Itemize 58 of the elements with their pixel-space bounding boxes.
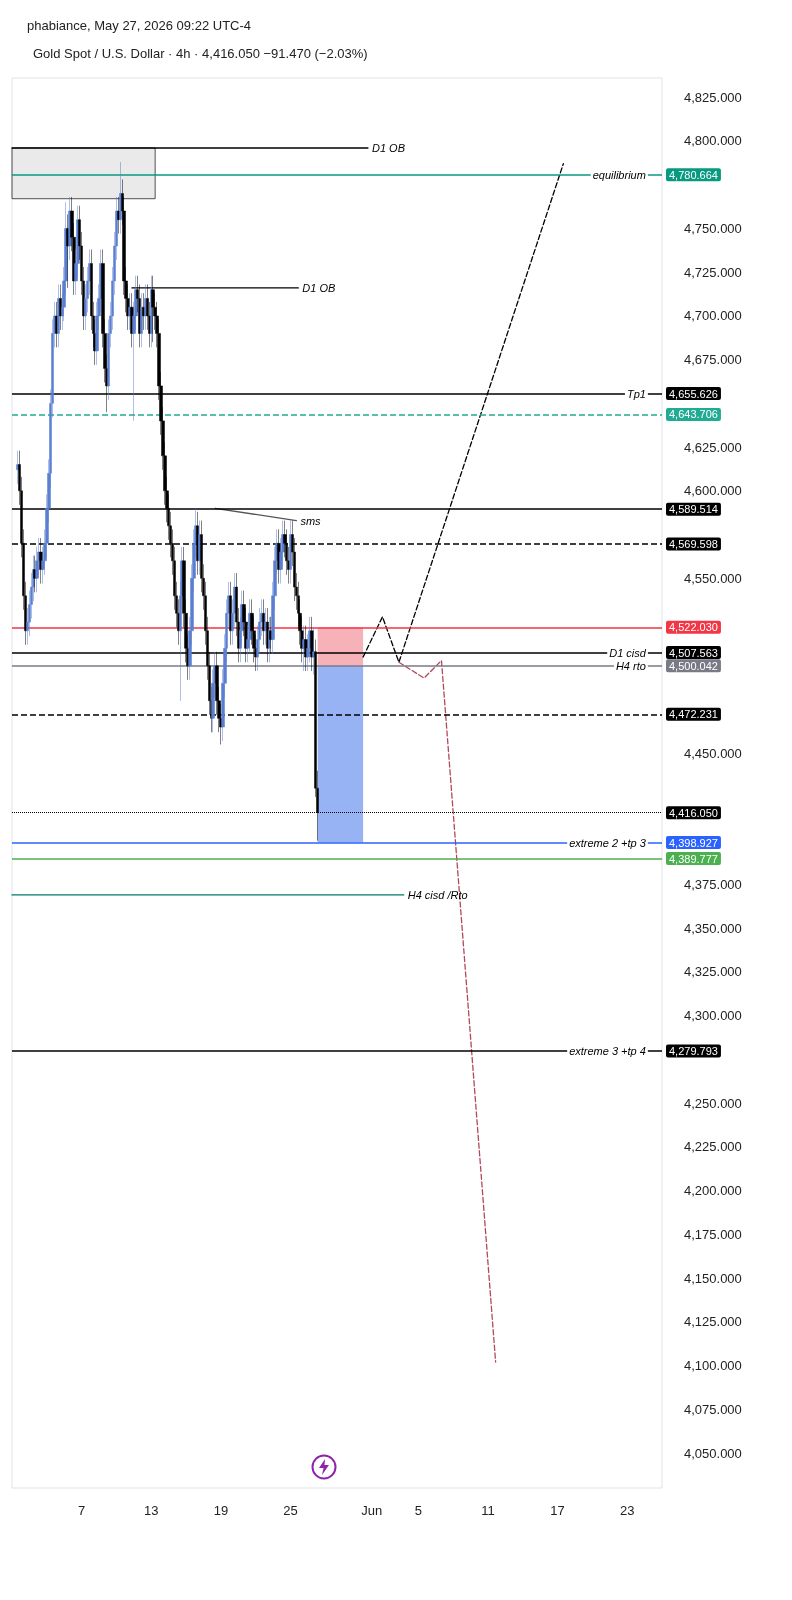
- ref-line-label: 4,389.777: [669, 852, 718, 865]
- y-tick-label: 4,375.000: [684, 876, 742, 892]
- y-tick-label: 4,100.000: [684, 1358, 742, 1374]
- chart-title: Gold Spot / U.S. Dollar · 4h · 4,416.050 −91.470 (−2.03%): [33, 46, 368, 61]
- y-tick-label: 4,125.000: [684, 1314, 742, 1330]
- x-tick-label: 13: [144, 1503, 159, 1518]
- y-tick-label: 4,300.000: [684, 1008, 742, 1024]
- annotation: H4 rto: [615, 659, 646, 672]
- annotation: equilibrium: [592, 168, 646, 181]
- x-tick-label: 11: [481, 1503, 495, 1518]
- annotation: extreme 2 +tp 3: [569, 836, 647, 849]
- y-tick-label: 4,800.000: [684, 133, 742, 149]
- y-tick-label: 4,600.000: [684, 483, 742, 499]
- line-series: [398, 659, 497, 1363]
- series-label: H4 cisd /Rto: [407, 888, 468, 901]
- y-tick-label: 4,225.000: [684, 1139, 742, 1155]
- ref-line-label: 4,655.626: [669, 387, 718, 400]
- annotation: D1 cisd: [609, 646, 647, 659]
- y-tick-label: 4,700.000: [684, 308, 742, 324]
- ref-line-label: 4,589.514: [669, 503, 718, 516]
- annotation: extreme 3 +tp 4: [569, 1045, 646, 1058]
- annotation: Tp1: [626, 387, 646, 400]
- y-tick-label: 4,675.000: [684, 352, 742, 368]
- y-tick-label: 4,350.000: [684, 920, 742, 936]
- y-tick-label: 4,175.000: [684, 1226, 742, 1242]
- ref-line-label: 4,507.563: [669, 646, 718, 659]
- ref-line-label: 4,643.706: [669, 408, 718, 421]
- chart-subtitle: phabiance, May 27, 2026 09:22 UTC-4: [27, 18, 252, 33]
- y-tick-label: 4,250.000: [684, 1095, 742, 1111]
- series-label: D1 OB: [371, 141, 405, 154]
- y-tick-label: 4,050.000: [684, 1445, 742, 1461]
- ref-line-label: 4,398.927: [669, 836, 718, 849]
- x-tick-label: Jun: [361, 1503, 383, 1518]
- ref-line-label: 4,416.050: [669, 806, 718, 819]
- x-tick-label: 17: [550, 1503, 565, 1518]
- ref-line-label: 4,472.231: [669, 708, 718, 721]
- ref-line-label: 4,279.793: [669, 1045, 718, 1058]
- ref-line-label: 4,522.030: [669, 621, 718, 634]
- y-tick-label: 4,750.000: [684, 220, 742, 236]
- x-tick-label: 25: [283, 1503, 298, 1518]
- x-tick-label: 5: [414, 1503, 422, 1518]
- y-tick-label: 4,725.000: [684, 264, 742, 280]
- y-tick-label: 4,075.000: [684, 1401, 742, 1417]
- y-tick-label: 4,825.000: [684, 89, 742, 105]
- y-tick-label: 4,550.000: [684, 570, 742, 586]
- x-tick-label: 19: [213, 1503, 229, 1518]
- ref-line-label: 4,569.598: [669, 538, 718, 551]
- y-tick-label: 4,450.000: [684, 745, 742, 761]
- y-tick-label: 4,325.000: [684, 964, 742, 980]
- x-tick-label: 7: [78, 1503, 86, 1518]
- series-label: sms: [300, 514, 322, 527]
- ref-line-label: 4,500.042: [669, 659, 718, 672]
- x-tick-label: 23: [619, 1503, 635, 1518]
- y-tick-label: 4,625.000: [684, 439, 742, 455]
- y-tick-label: 4,200.000: [684, 1183, 742, 1199]
- ref-line-label: 4,780.664: [669, 168, 718, 181]
- series-label: D1 OB: [302, 281, 336, 294]
- y-tick-label: 4,150.000: [684, 1270, 742, 1286]
